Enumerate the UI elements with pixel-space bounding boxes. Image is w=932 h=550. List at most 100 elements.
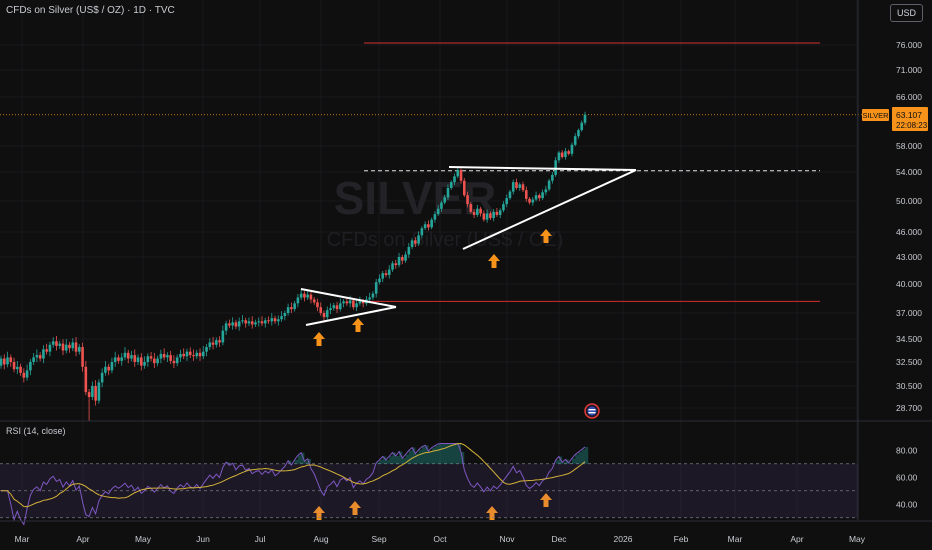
candle <box>489 211 492 220</box>
time-tick-label: Jul <box>255 534 266 544</box>
candle <box>195 349 199 360</box>
price-tick-label: 30.500 <box>896 381 922 391</box>
us-flag-event-icon[interactable] <box>584 403 600 419</box>
time-tick-label: Mar <box>15 534 30 544</box>
candle <box>139 353 143 371</box>
candle <box>417 231 420 246</box>
candle <box>511 179 515 195</box>
candle <box>400 254 404 265</box>
price-tick-label: 32.500 <box>896 357 922 367</box>
candle <box>423 221 427 231</box>
candle <box>541 189 544 200</box>
candle <box>394 259 398 269</box>
horizontal-levels[interactable] <box>0 42 862 302</box>
candle <box>476 204 479 217</box>
candle <box>12 357 16 373</box>
candle <box>136 354 140 365</box>
candle <box>544 185 548 196</box>
price-axis[interactable]: 76.000 71.000 66.000 58.000 54.000 50.000 46.0… <box>857 0 922 421</box>
candle <box>153 352 156 368</box>
candle <box>443 194 447 205</box>
candle <box>42 345 45 364</box>
candle <box>472 208 476 219</box>
candle <box>280 311 283 322</box>
candle <box>244 317 247 328</box>
candle <box>250 316 254 329</box>
candle <box>312 297 316 305</box>
candle <box>407 242 411 258</box>
flag-lower-trendline[interactable] <box>305 306 397 326</box>
candle <box>188 347 192 358</box>
candle <box>130 350 133 362</box>
candle <box>64 339 68 354</box>
candle <box>156 355 159 367</box>
candle <box>224 320 228 335</box>
currency-button[interactable]: USD <box>890 4 923 22</box>
time-tick-label: Aug <box>313 534 328 544</box>
candle <box>126 349 130 364</box>
candle <box>19 363 22 376</box>
candle <box>355 299 358 312</box>
rsi-tick-label: 80.00 <box>896 445 918 455</box>
candle <box>299 288 303 300</box>
time-tick-label: Jun <box>196 534 210 544</box>
candle <box>263 317 267 328</box>
candle <box>560 150 564 159</box>
pattern-drawings[interactable] <box>300 166 637 326</box>
rsi-tick-label: 60.00 <box>896 472 918 482</box>
candle <box>237 317 241 331</box>
candle <box>342 298 345 308</box>
up-arrow-icon <box>349 501 361 515</box>
candle <box>449 180 453 190</box>
candle <box>32 353 35 365</box>
candle <box>117 354 120 364</box>
candle <box>319 302 323 316</box>
rsi-line <box>1 443 586 526</box>
candle <box>387 265 391 279</box>
triangle-top-trendline[interactable] <box>448 166 637 171</box>
candle <box>547 178 551 192</box>
candle <box>270 313 274 326</box>
candle <box>97 379 101 404</box>
candle <box>25 364 29 381</box>
candle <box>94 380 97 406</box>
candle <box>414 237 417 247</box>
candle <box>260 316 264 326</box>
rsi-pane[interactable]: 80.00 60.00 40.00 <box>0 420 932 526</box>
candle <box>335 301 339 313</box>
candle <box>495 208 499 217</box>
candle <box>306 291 309 300</box>
candle <box>120 353 124 366</box>
price-tick-label: 58.000 <box>896 141 922 151</box>
candle <box>554 157 557 177</box>
candle <box>352 298 355 310</box>
candle <box>74 337 78 357</box>
candle <box>201 346 205 360</box>
time-axis[interactable]: Mar Apr May Jun Jul Aug Sep Oct Nov Dec 2026 Feb Mar… <box>0 520 932 544</box>
symbol-watermark: SILVER CFDs on Silver (US$ / OZ) <box>327 172 564 251</box>
candle <box>446 184 450 201</box>
candle <box>433 211 437 223</box>
candle <box>208 338 212 350</box>
candle <box>78 344 81 355</box>
candle <box>166 352 169 362</box>
candle <box>358 296 362 306</box>
candle <box>221 325 225 346</box>
rsi-tick-label: 40.00 <box>896 499 918 509</box>
candle <box>172 355 176 368</box>
triangle-rising-trendline[interactable] <box>462 169 637 250</box>
candle <box>469 202 473 214</box>
candle <box>309 289 313 304</box>
candle <box>68 341 71 353</box>
candle <box>110 357 114 374</box>
time-tick-label: Mar <box>728 534 743 544</box>
candle <box>29 359 32 376</box>
candle <box>391 261 394 272</box>
flag-upper-trendline[interactable] <box>300 288 397 308</box>
candle <box>322 310 326 322</box>
time-tick-label: Apr <box>76 534 89 544</box>
candle <box>149 351 153 362</box>
time-tick-label: May <box>849 534 866 544</box>
chart-title: CFDs on Silver (US$ / OZ) · 1D · TVC <box>6 5 175 16</box>
